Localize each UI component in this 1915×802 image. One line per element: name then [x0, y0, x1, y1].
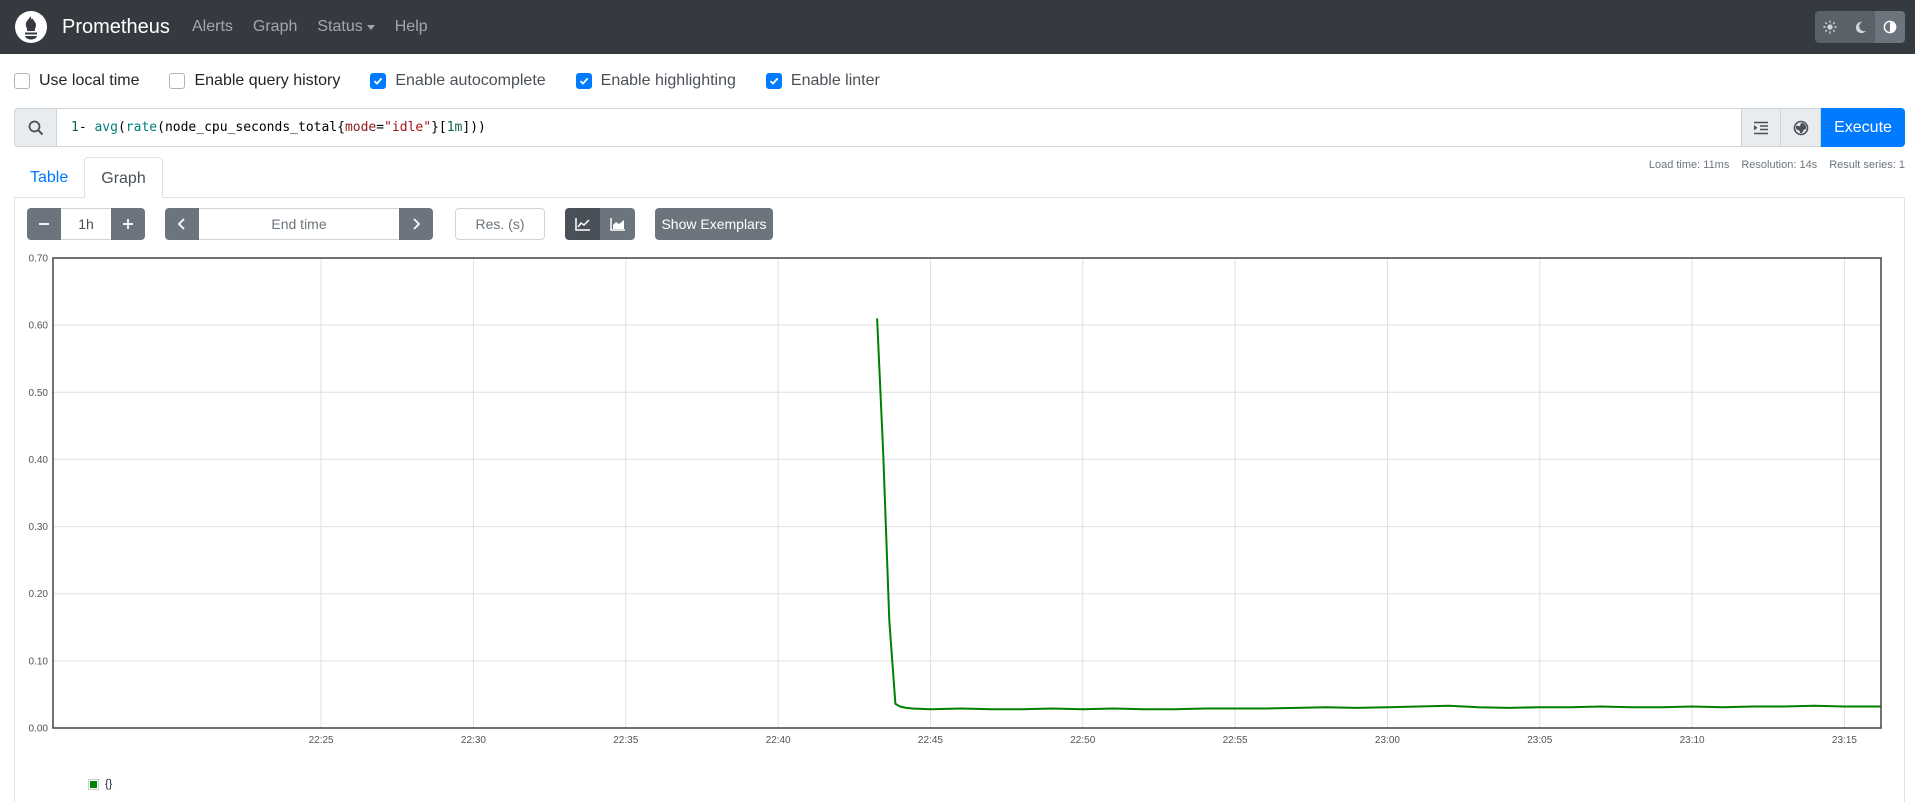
query-token: [ [438, 120, 447, 135]
query-token: node_cpu_seconds_total [164, 120, 338, 135]
decrease-range-button[interactable] [27, 208, 61, 240]
check-icon [769, 77, 779, 85]
theme-dark-button[interactable] [1845, 11, 1875, 43]
nav-link-graph[interactable]: Graph [253, 18, 297, 36]
nav-link-label: Help [394, 18, 428, 35]
option-enable-highlighting[interactable]: Enable highlighting [575, 71, 736, 91]
query-token: = [376, 120, 385, 135]
query-token: ( [157, 120, 165, 135]
legend-series-label[interactable]: {} [105, 778, 113, 790]
option-label[interactable]: Enable linter [790, 72, 880, 89]
end-time-control: End time [165, 208, 433, 240]
legend-swatch[interactable] [88, 778, 99, 790]
prometheus-logo-icon[interactable] [15, 11, 47, 43]
query-expression-input[interactable]: 1- avg(rate(node_cpu_seconds_total{mode =… [57, 108, 1741, 147]
query-token: ] [462, 120, 471, 135]
check-icon [579, 77, 588, 85]
area-chart-icon [609, 218, 625, 231]
query-token: ( [117, 120, 126, 135]
format-expression-button[interactable] [1741, 108, 1781, 147]
search-icon [28, 120, 43, 135]
query-row: 1- avg(rate(node_cpu_seconds_total{mode =… [14, 108, 1905, 147]
query-token: { [337, 120, 345, 135]
legend: {} [88, 778, 112, 790]
query-token: ) [478, 120, 486, 135]
checkbox[interactable] [575, 73, 592, 89]
graph-panel [14, 197, 1905, 802]
option-label[interactable]: Enable highlighting [600, 72, 736, 89]
option-enable-query-history[interactable]: Enable query history [169, 71, 340, 91]
query-token: 1m [446, 120, 463, 135]
query-token: mode [344, 120, 377, 135]
query-token: 1 [71, 120, 79, 135]
globe-icon [1793, 120, 1808, 135]
result-tabs: Table Graph [14, 157, 163, 198]
option-label[interactable]: Use local time [39, 72, 140, 89]
legend-color [90, 780, 97, 788]
chevron-left-icon [177, 218, 185, 230]
query-stats: Load time: 11ms Resolution: 14s Result s… [1637, 159, 1905, 171]
theme-auto-button[interactable] [1875, 11, 1905, 43]
range-control: 1h [27, 208, 145, 240]
query-token: - [78, 120, 95, 135]
option-enable-autocomplete[interactable]: Enable autocomplete [370, 71, 546, 91]
indent-icon [1754, 121, 1768, 134]
caret-down-icon [366, 24, 375, 30]
execute-button[interactable]: Execute [1821, 108, 1905, 147]
nav-links: Alerts Graph Status Help [192, 18, 448, 36]
checkbox[interactable] [169, 73, 186, 89]
result-series: Result series: 1 [1829, 159, 1905, 171]
line-chart-icon [574, 218, 590, 231]
option-use-local-time[interactable]: Use local time [14, 71, 139, 91]
moon-icon [1855, 21, 1866, 33]
increase-range-button[interactable] [111, 208, 145, 240]
checkbox[interactable] [370, 73, 387, 89]
query-token: } [431, 120, 439, 135]
tab-graph[interactable]: Graph [84, 157, 163, 198]
load-time: Load time: 11ms [1648, 159, 1730, 171]
unstacked-button[interactable] [565, 208, 600, 240]
metrics-explorer-button[interactable] [1781, 108, 1821, 147]
navbar: Prometheus Alerts Graph Status Help [0, 0, 1915, 54]
plus-icon [123, 219, 133, 229]
checkbox[interactable] [765, 73, 782, 89]
contrast-icon [1883, 20, 1897, 34]
show-exemplars-button[interactable]: Show Exemplars [655, 208, 773, 240]
query-token: avg [94, 120, 118, 135]
stacking-toggle [565, 208, 635, 240]
brand-title[interactable]: Prometheus [62, 16, 170, 38]
chevron-right-icon [413, 218, 421, 230]
range-input[interactable]: 1h [61, 208, 111, 240]
option-label[interactable]: Enable query history [194, 72, 341, 89]
previous-time-button[interactable] [165, 208, 199, 240]
end-time-input[interactable]: End time [199, 208, 399, 240]
nav-link-help[interactable]: Help [395, 18, 428, 36]
minus-icon [39, 223, 49, 225]
search-icon-box [14, 108, 57, 147]
theme-light-button[interactable] [1815, 11, 1845, 43]
sun-icon [1823, 20, 1837, 34]
next-time-button[interactable] [399, 208, 433, 240]
resolution-input[interactable]: Res. (s) [455, 208, 545, 240]
option-label[interactable]: Enable autocomplete [395, 72, 546, 89]
check-icon [374, 77, 383, 85]
nav-link-status-dropdown[interactable]: Status [317, 18, 375, 36]
checkbox[interactable] [14, 73, 30, 89]
query-token: rate [125, 120, 158, 135]
nav-link-label: Alerts [192, 18, 233, 35]
tab-table[interactable]: Table [30, 169, 69, 186]
nav-link-label: Status [317, 18, 363, 35]
resolution: Resolution: 14s [1741, 159, 1818, 171]
tab-divider [14, 197, 1905, 198]
options-row: Use local time Enable query history Enab… [14, 71, 910, 91]
theme-toggle-group [1815, 11, 1905, 43]
nav-link-label: Graph [252, 18, 298, 35]
query-token: "idle" [384, 120, 432, 135]
stacked-button[interactable] [600, 208, 635, 240]
option-enable-linter[interactable]: Enable linter [765, 71, 880, 91]
query-token: ) [470, 120, 479, 135]
nav-link-alerts[interactable]: Alerts [192, 18, 233, 36]
